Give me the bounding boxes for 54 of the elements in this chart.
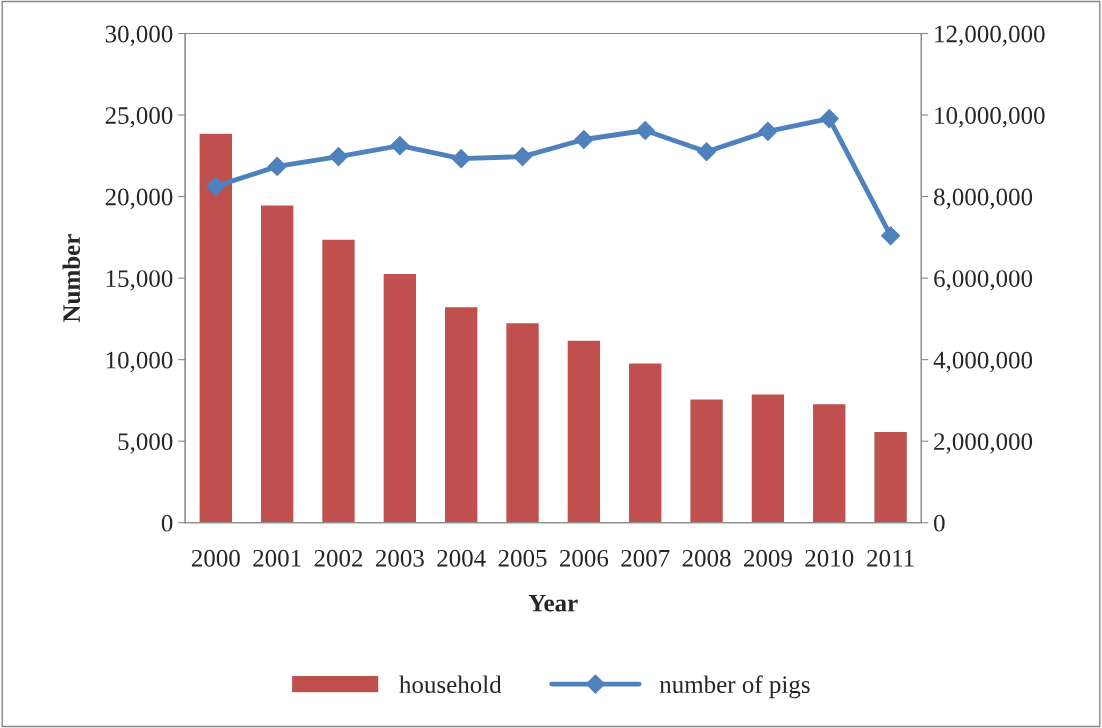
y-tick-label: 20,000 bbox=[105, 188, 173, 210]
point bbox=[635, 120, 655, 141]
x-tick-label: 2007 bbox=[621, 549, 670, 567]
bar bbox=[320, 238, 357, 523]
x-axis-title: Year bbox=[528, 594, 578, 612]
bar bbox=[689, 398, 725, 523]
y-tick-label: 25,000 bbox=[105, 107, 173, 128]
y-tick-label: 0 bbox=[161, 514, 173, 532]
point bbox=[390, 136, 410, 156]
x-tick-label: 2009 bbox=[744, 549, 792, 567]
x-tick-label: 2004 bbox=[437, 549, 486, 567]
bar bbox=[504, 321, 541, 523]
point bbox=[881, 226, 901, 246]
y2-tick-label: 0 bbox=[934, 514, 945, 532]
x-tick-label: 2006 bbox=[559, 549, 609, 567]
bar bbox=[627, 362, 663, 523]
point bbox=[451, 149, 471, 169]
y2-tick-label: 6,000,000 bbox=[934, 270, 1033, 291]
point bbox=[697, 142, 717, 162]
legend-label: household bbox=[399, 675, 502, 694]
bar bbox=[566, 339, 602, 523]
point bbox=[819, 109, 839, 129]
x-tick-label: 2000 bbox=[191, 549, 240, 567]
x-tick-label: 2001 bbox=[253, 549, 301, 567]
y2-tick-label: 12,000,000 bbox=[935, 25, 1045, 47]
x-tick-label: 2010 bbox=[805, 549, 854, 567]
point bbox=[328, 147, 349, 167]
y-tick-label: 30,000 bbox=[105, 25, 173, 47]
bar bbox=[873, 430, 909, 523]
x-tick-label: 2011 bbox=[867, 549, 914, 567]
y2-tick-label: 4,000,000 bbox=[933, 351, 1033, 373]
y-tick-label: 10,000 bbox=[106, 351, 173, 373]
bar bbox=[811, 402, 847, 523]
point bbox=[512, 147, 533, 167]
x-tick-label: 2005 bbox=[498, 549, 547, 567]
y-tick-label: 5,000 bbox=[118, 433, 173, 454]
y2-tick-label: 8,000,000 bbox=[934, 188, 1033, 210]
y2-tick-label: 2,000,000 bbox=[934, 433, 1033, 454]
bar bbox=[443, 305, 479, 523]
bar bbox=[750, 393, 786, 523]
legend-label: number of pigs bbox=[659, 675, 810, 699]
x-tick-label: 2003 bbox=[375, 549, 424, 567]
x-tick-label: 2002 bbox=[314, 549, 363, 567]
y-axis-title: Number bbox=[62, 234, 81, 323]
bar bbox=[198, 132, 234, 523]
point bbox=[206, 176, 226, 196]
point bbox=[574, 129, 594, 150]
bar bbox=[382, 272, 418, 523]
point bbox=[267, 156, 287, 176]
x-tick-label: 2008 bbox=[682, 549, 731, 567]
y2-tick-label: 10,000,000 bbox=[935, 107, 1045, 128]
bar bbox=[259, 204, 295, 523]
y-tick-label: 15,000 bbox=[106, 270, 173, 291]
point bbox=[758, 121, 778, 141]
